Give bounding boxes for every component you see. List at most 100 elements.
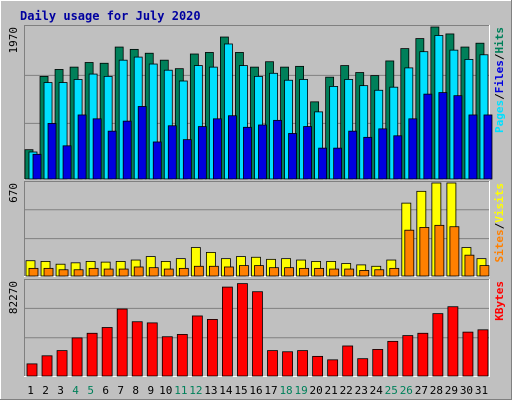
bar-pages-day-15 (243, 126, 252, 180)
x-tick-label-day-30: 30 (460, 384, 473, 397)
bar-pages-day-23 (363, 136, 373, 180)
bar-sites-day-30 (464, 254, 475, 277)
x-tick-label-day-4: 4 (72, 384, 79, 397)
x-tick-label-day-22: 22 (340, 384, 353, 397)
bar-pages-day-4 (77, 114, 87, 180)
bar-pages-day-1 (32, 153, 42, 180)
panel-side-label: Pages/Files/Hits (493, 27, 506, 133)
bar-pages-day-9 (152, 141, 162, 180)
bar-sites-day-23 (359, 270, 370, 277)
bar-kbytes-day-25 (387, 340, 399, 377)
bar-kbytes-day-6 (101, 327, 113, 377)
x-tick-label-day-11: 11 (174, 384, 187, 397)
bar-pages-day-18 (288, 133, 297, 180)
bar-pages-day-2 (47, 123, 57, 180)
bar-kbytes-day-13 (206, 319, 218, 377)
bar-kbytes-day-1 (26, 363, 38, 377)
bar-sites-day-1 (28, 267, 39, 277)
bar-pages-day-13 (212, 118, 222, 180)
x-tick-label-day-24: 24 (370, 384, 384, 397)
side-label-part: / (493, 222, 506, 229)
x-tick-label-day-1: 1 (27, 384, 34, 397)
bar-pages-day-11 (182, 139, 192, 180)
bar-pages-day-31 (483, 114, 493, 180)
bar-sites-day-17 (269, 267, 279, 277)
series-sites (28, 224, 490, 277)
bar-sites-day-25 (389, 267, 400, 277)
panel-side-label: Sites/Visits (493, 183, 506, 263)
bar-pages-day-3 (62, 145, 72, 180)
bar-kbytes-day-5 (86, 332, 98, 377)
bar-sites-day-15 (239, 265, 249, 277)
bar-sites-day-14 (224, 266, 234, 277)
bar-pages-day-17 (273, 119, 282, 180)
bar-pages-day-30 (468, 114, 478, 180)
x-tick-label-day-7: 7 (117, 384, 124, 397)
x-tick-label-day-8: 8 (132, 384, 139, 397)
bar-kbytes-day-22 (342, 345, 354, 377)
x-tick-label-day-3: 3 (57, 384, 64, 397)
bar-sites-day-5 (88, 267, 99, 277)
bar-sites-day-19 (299, 267, 309, 277)
panel-side-label: KBytes (493, 281, 506, 321)
x-tick-label-day-2: 2 (42, 384, 49, 397)
bar-kbytes-day-29 (447, 306, 459, 377)
side-label-part: Pages (493, 100, 506, 133)
side-label-part: Hits (493, 27, 506, 54)
bar-kbytes-day-9 (146, 322, 158, 377)
panel-sites-visits: 670 Sites/Visits (7, 181, 506, 277)
panel-ymax-label: 82270 (7, 281, 20, 314)
bar-kbytes-day-12 (191, 315, 203, 377)
x-tick-label-day-15: 15 (234, 384, 247, 397)
x-tick-label-day-21: 21 (325, 384, 338, 397)
bar-pages-day-5 (92, 118, 102, 180)
series-pages (32, 92, 493, 180)
bar-sites-day-7 (118, 268, 129, 277)
bar-sites-day-18 (284, 267, 294, 277)
bar-sites-day-22 (344, 268, 355, 277)
bar-pages-day-29 (453, 95, 463, 180)
bar-sites-day-13 (208, 265, 219, 277)
bar-kbytes-day-26 (402, 335, 414, 377)
x-tick-label-day-31: 31 (475, 384, 488, 397)
bar-pages-day-16 (258, 124, 267, 180)
x-tick-label-day-6: 6 (102, 384, 109, 397)
side-label-part: / (493, 53, 506, 60)
x-tick-label-day-9: 9 (147, 384, 154, 397)
bar-kbytes-day-4 (71, 337, 83, 377)
bar-pages-day-22 (348, 130, 358, 180)
bar-kbytes-day-17 (267, 350, 278, 377)
series-kbytes (26, 283, 489, 377)
bar-kbytes-day-16 (252, 291, 263, 377)
bar-pages-day-10 (167, 125, 177, 180)
x-tick-label-day-28: 28 (430, 384, 443, 397)
bar-sites-day-12 (193, 265, 204, 277)
x-tick-label-day-12: 12 (189, 384, 202, 397)
x-tick-label-day-16: 16 (249, 384, 262, 397)
bar-kbytes-day-23 (357, 358, 369, 377)
x-axis-labels: 1 2 3 4 5 6 7 8 9 10 11 12 13 14 15 16 17 18 19 20 21 22 23 24 2… (27, 384, 488, 397)
side-label-part: KBytes (493, 281, 506, 321)
panel-ymax-label: 670 (7, 183, 20, 203)
x-tick-label-day-5: 5 (87, 384, 94, 397)
bar-sites-day-26 (404, 229, 415, 277)
bar-pages-day-14 (228, 115, 237, 180)
x-tick-label-day-20: 20 (310, 384, 323, 397)
bar-pages-day-28 (438, 92, 448, 180)
bar-pages-day-26 (408, 118, 418, 180)
bar-kbytes-day-14 (222, 286, 233, 377)
bar-sites-day-9 (148, 267, 159, 277)
bar-kbytes-day-7 (116, 308, 128, 377)
bar-kbytes-day-20 (312, 355, 324, 377)
x-tick-label-day-26: 26 (400, 384, 413, 397)
bar-kbytes-day-2 (41, 355, 53, 377)
bar-pages-day-24 (378, 128, 388, 180)
bar-pages-day-25 (393, 135, 403, 180)
x-tick-label-day-14: 14 (219, 384, 233, 397)
bar-kbytes-day-21 (327, 359, 339, 377)
x-tick-label-day-23: 23 (355, 384, 368, 397)
bar-kbytes-day-8 (131, 321, 143, 377)
bar-pages-day-7 (122, 120, 132, 180)
